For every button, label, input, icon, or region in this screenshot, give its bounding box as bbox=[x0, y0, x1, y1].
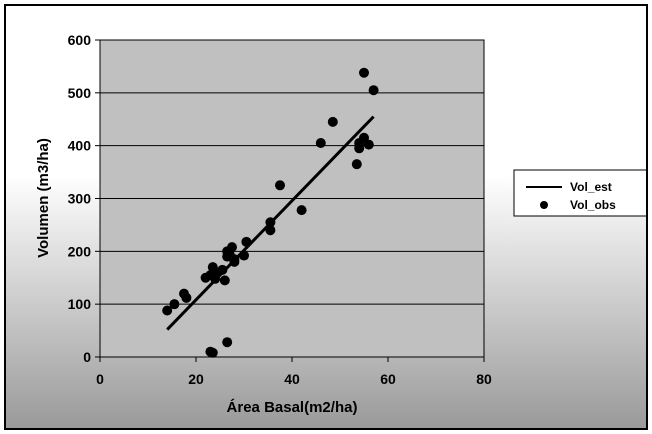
legend-marker-swatch bbox=[540, 201, 548, 209]
data-point-vol-obs bbox=[227, 242, 237, 253]
x-tick-label: 40 bbox=[284, 371, 300, 387]
data-point-vol-obs bbox=[363, 139, 374, 150]
y-tick-labels: 0 100 200 300 400 500 600 bbox=[68, 32, 100, 365]
x-tick-labels: 0 20 40 60 80 bbox=[96, 357, 492, 387]
data-point-vol-obs bbox=[169, 299, 180, 310]
x-tick-label: 20 bbox=[188, 371, 204, 387]
data-point-vol-obs bbox=[222, 337, 233, 348]
y-axis-label: Volumen (m3/ha) bbox=[35, 138, 52, 258]
data-point-vol-obs bbox=[241, 236, 252, 247]
y-tick-label: 500 bbox=[68, 85, 92, 101]
y-tick-label: 400 bbox=[68, 138, 92, 154]
data-point-vol-obs bbox=[181, 292, 192, 303]
data-point-vol-obs bbox=[351, 159, 362, 170]
data-point-vol-obs bbox=[265, 225, 276, 236]
gridlines bbox=[100, 92, 484, 305]
data-point-vol-obs bbox=[162, 305, 173, 316]
y-tick-label: 600 bbox=[68, 32, 92, 48]
x-tick-label: 0 bbox=[96, 371, 104, 387]
x-axis-label: Área Basal(m2/ha) bbox=[227, 399, 358, 416]
legend-label-vol-est: Vol_est bbox=[570, 180, 612, 194]
chart-frame: 0 100 200 300 400 500 600 0 20 40 60 80 Área Basal… bbox=[4, 4, 648, 430]
y-tick-label: 300 bbox=[68, 191, 92, 207]
data-point-vol-obs bbox=[296, 205, 307, 216]
data-point-vol-obs bbox=[315, 138, 326, 149]
y-tick-label: 100 bbox=[68, 296, 92, 312]
data-point-vol-obs bbox=[327, 116, 338, 127]
x-tick-label: 80 bbox=[476, 371, 492, 387]
y-tick-label: 200 bbox=[68, 243, 92, 259]
data-point-vol-obs bbox=[275, 180, 285, 191]
data-point-vol-obs bbox=[354, 143, 365, 154]
series-layer bbox=[162, 67, 379, 358]
data-point-vol-obs bbox=[359, 67, 369, 78]
legend-box bbox=[513, 169, 646, 217]
data-point-vol-obs bbox=[219, 275, 230, 286]
y-tick-label: 0 bbox=[83, 349, 91, 365]
scatter-chart: 0 100 200 300 400 500 600 0 20 40 60 80 Área Basal… bbox=[35, 32, 646, 416]
legend-label-vol-obs: Vol_obs bbox=[570, 198, 616, 212]
legend: Vol_est Vol_obs bbox=[513, 169, 646, 217]
data-point-vol-obs bbox=[229, 256, 240, 267]
data-point-vol-obs bbox=[217, 264, 228, 275]
x-tick-label: 60 bbox=[380, 371, 396, 387]
data-point-vol-obs bbox=[368, 85, 379, 96]
data-point-vol-obs bbox=[239, 250, 249, 261]
data-point-vol-obs bbox=[210, 273, 221, 284]
data-point-vol-obs bbox=[265, 217, 276, 228]
data-point-vol-obs bbox=[207, 347, 218, 358]
